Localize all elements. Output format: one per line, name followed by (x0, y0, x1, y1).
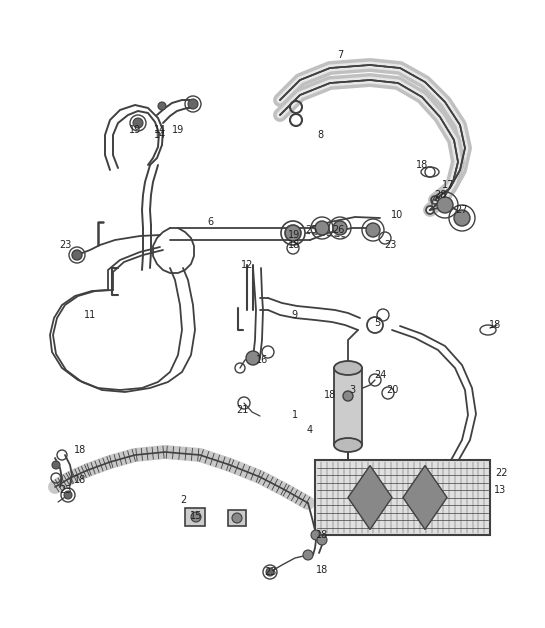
Text: 11: 11 (84, 310, 96, 320)
Circle shape (303, 550, 313, 560)
Text: 25: 25 (306, 225, 318, 235)
Text: 15: 15 (190, 511, 202, 521)
Circle shape (72, 250, 82, 260)
Text: 2: 2 (180, 495, 186, 505)
Text: 23: 23 (264, 567, 276, 577)
Text: 14: 14 (154, 130, 166, 140)
Text: 3: 3 (349, 385, 355, 395)
Text: 18: 18 (316, 530, 328, 540)
Circle shape (52, 461, 60, 469)
Circle shape (317, 535, 327, 545)
Text: 8: 8 (317, 130, 323, 140)
Circle shape (366, 223, 380, 237)
Circle shape (158, 102, 166, 110)
Text: 14: 14 (154, 125, 166, 135)
Text: 19: 19 (129, 125, 141, 135)
Circle shape (343, 391, 353, 401)
Text: 23: 23 (384, 240, 396, 250)
Text: 18: 18 (416, 160, 428, 170)
Text: 18: 18 (74, 475, 86, 485)
Text: 5: 5 (374, 318, 380, 328)
Text: 12: 12 (241, 260, 253, 270)
Text: 26: 26 (332, 225, 344, 235)
Circle shape (285, 225, 301, 241)
Ellipse shape (334, 438, 362, 452)
Bar (228, 510, 246, 526)
Text: 1: 1 (292, 410, 298, 420)
Text: 18: 18 (324, 390, 336, 400)
Bar (334, 368, 362, 445)
Text: 24: 24 (374, 370, 386, 380)
Text: 19: 19 (288, 230, 300, 240)
Text: 9: 9 (291, 310, 297, 320)
Text: 22: 22 (496, 468, 508, 478)
Text: 28: 28 (434, 190, 446, 200)
Text: 27: 27 (456, 205, 468, 215)
Text: 23: 23 (59, 240, 71, 250)
Polygon shape (403, 465, 447, 529)
Text: 16: 16 (256, 355, 268, 365)
Text: 17: 17 (442, 180, 454, 190)
Text: 18: 18 (74, 445, 86, 455)
Bar (185, 508, 205, 526)
Circle shape (232, 513, 242, 523)
Text: 13: 13 (494, 485, 506, 495)
Circle shape (454, 210, 470, 226)
Text: 20: 20 (386, 385, 398, 395)
Text: 7: 7 (337, 50, 343, 60)
Circle shape (191, 512, 201, 522)
Text: 18: 18 (489, 320, 501, 330)
Text: 18: 18 (288, 240, 300, 250)
Circle shape (188, 99, 198, 109)
Text: 4: 4 (307, 425, 313, 435)
Polygon shape (348, 465, 392, 529)
Circle shape (311, 530, 321, 540)
Bar (315, 460, 490, 535)
Circle shape (133, 118, 143, 128)
Circle shape (64, 491, 72, 499)
Text: 19: 19 (172, 125, 184, 135)
Circle shape (315, 221, 329, 235)
Circle shape (266, 568, 274, 576)
Ellipse shape (334, 361, 362, 375)
Circle shape (437, 197, 453, 213)
Text: 23: 23 (59, 485, 71, 495)
Circle shape (246, 351, 260, 365)
Text: 10: 10 (391, 210, 403, 220)
Text: 6: 6 (207, 217, 213, 227)
Text: 21: 21 (236, 405, 248, 415)
Circle shape (333, 221, 347, 235)
Text: 18: 18 (316, 565, 328, 575)
